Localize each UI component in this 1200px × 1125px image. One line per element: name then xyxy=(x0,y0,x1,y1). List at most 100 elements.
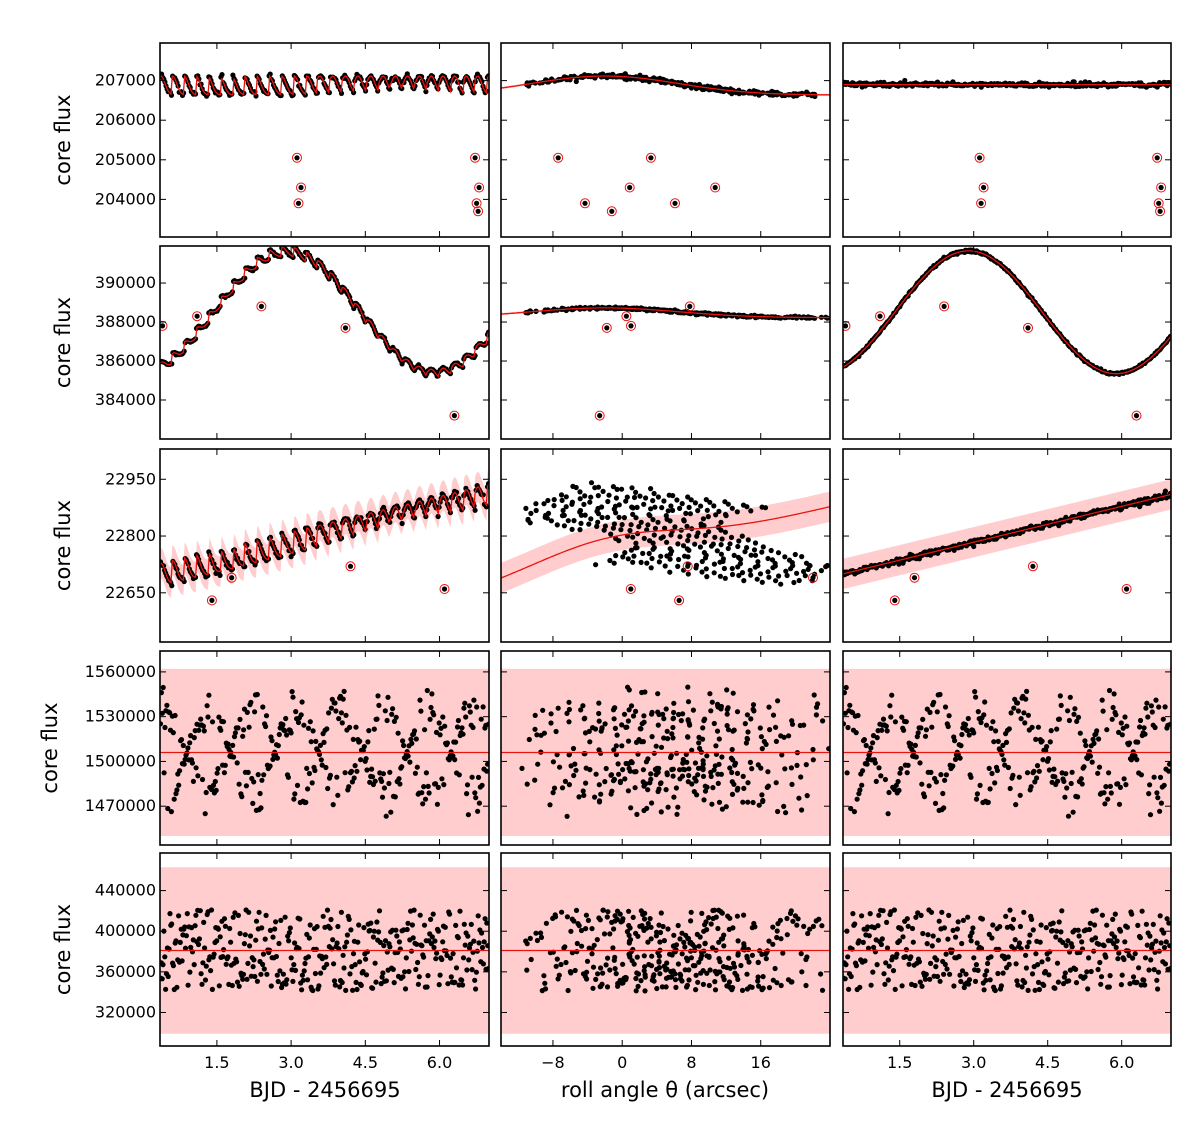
data-point xyxy=(629,485,635,491)
data-point xyxy=(1051,766,1057,772)
data-point xyxy=(784,572,790,579)
data-point xyxy=(611,716,617,722)
data-point xyxy=(217,934,223,940)
outlier-ring xyxy=(843,320,851,331)
outlier-point xyxy=(627,184,633,191)
data-point xyxy=(578,707,584,713)
data-point xyxy=(675,922,681,929)
outlier-point xyxy=(609,208,615,214)
data-point xyxy=(467,709,473,715)
data-point xyxy=(765,569,771,575)
data-point xyxy=(622,550,628,556)
data-point xyxy=(704,574,710,580)
data-point xyxy=(425,973,431,979)
data-point xyxy=(258,971,264,977)
data-point xyxy=(570,745,577,752)
data-point xyxy=(670,507,676,513)
data-point xyxy=(803,560,810,566)
data-point xyxy=(343,987,349,994)
data-point xyxy=(661,716,667,722)
data-point xyxy=(731,727,737,733)
data-point xyxy=(583,780,589,786)
data-point xyxy=(453,965,460,971)
data-point xyxy=(718,706,724,712)
data-point xyxy=(887,703,893,709)
outlier-point xyxy=(160,323,166,329)
data-point xyxy=(423,770,429,776)
data-point xyxy=(600,907,606,913)
data-point xyxy=(259,777,265,783)
data-point xyxy=(377,939,383,946)
data-point xyxy=(632,785,638,791)
outlier-ring xyxy=(645,152,656,163)
data-point xyxy=(803,956,809,963)
data-point xyxy=(485,943,489,949)
data-point xyxy=(174,984,180,990)
data-point xyxy=(476,800,482,806)
data-point xyxy=(193,765,199,771)
data-point xyxy=(405,920,411,926)
data-point xyxy=(437,972,443,978)
data-point xyxy=(644,527,650,533)
data-point xyxy=(679,501,685,507)
data-point xyxy=(427,716,433,722)
data-point xyxy=(661,498,667,504)
data-point xyxy=(742,549,748,555)
data-point xyxy=(299,987,305,993)
data-point xyxy=(165,805,171,812)
data-point xyxy=(724,723,730,729)
data-point xyxy=(361,925,367,931)
data-point xyxy=(417,912,423,918)
data-point xyxy=(624,494,630,500)
data-point xyxy=(719,754,725,760)
model-line xyxy=(501,506,830,579)
data-point xyxy=(167,911,173,917)
data-point xyxy=(282,728,288,734)
plot-area xyxy=(501,668,830,836)
data-point xyxy=(695,979,701,985)
data-point xyxy=(432,938,438,944)
data-point xyxy=(686,533,692,539)
data-point xyxy=(176,913,182,919)
data-point xyxy=(664,728,670,734)
data-point xyxy=(387,769,393,775)
data-point xyxy=(244,709,250,716)
data-point xyxy=(167,710,173,716)
data-point xyxy=(636,524,642,530)
data-point xyxy=(350,736,356,743)
data-point xyxy=(633,988,639,994)
data-point xyxy=(306,770,312,777)
data-point xyxy=(450,951,456,957)
data-point xyxy=(747,759,754,766)
data-point xyxy=(312,767,318,774)
data-point xyxy=(1003,739,1010,746)
data-point xyxy=(1102,801,1108,807)
data-point xyxy=(454,73,460,79)
data-point xyxy=(631,553,637,559)
data-point xyxy=(607,967,613,973)
data-point xyxy=(741,912,747,918)
data-point xyxy=(648,936,654,942)
data-point xyxy=(211,951,217,957)
data-point xyxy=(605,514,611,521)
data-point xyxy=(1045,756,1052,762)
data-point xyxy=(434,950,440,956)
data-point xyxy=(326,710,332,716)
outlier-ring xyxy=(471,198,482,209)
data-point xyxy=(471,697,477,703)
data-point xyxy=(685,571,691,577)
data-point xyxy=(220,719,227,725)
data-point xyxy=(534,732,540,738)
data-point xyxy=(1001,757,1007,763)
data-point xyxy=(695,772,701,778)
outlier-ring xyxy=(449,410,460,421)
data-point xyxy=(380,771,386,777)
data-point xyxy=(605,909,611,915)
data-point xyxy=(653,743,659,749)
data-point xyxy=(774,934,780,941)
data-point xyxy=(260,951,267,957)
data-point xyxy=(247,943,253,949)
data-point xyxy=(799,807,805,813)
data-point xyxy=(169,583,175,589)
data-point xyxy=(859,782,865,788)
